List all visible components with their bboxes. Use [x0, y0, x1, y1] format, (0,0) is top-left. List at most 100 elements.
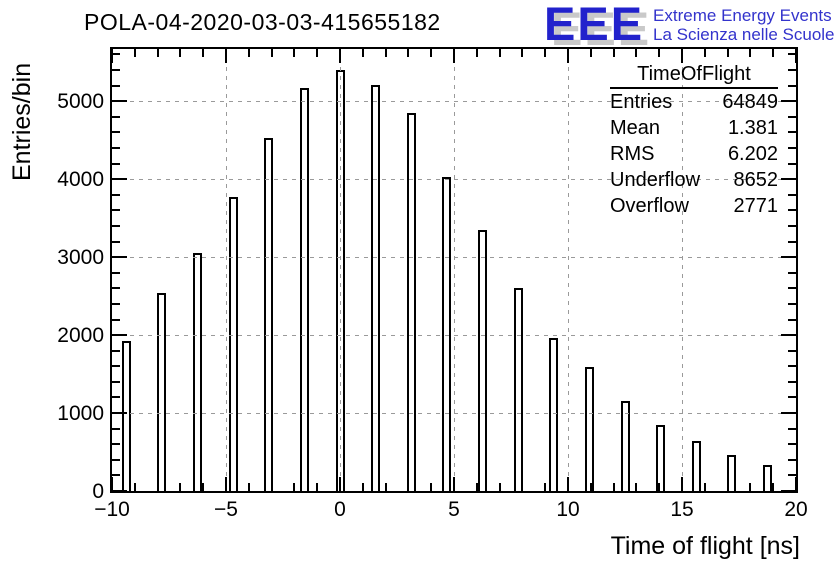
y-tick-minor — [112, 224, 120, 227]
x-tick-minor — [384, 49, 387, 57]
y-tick-minor — [112, 53, 120, 56]
x-tick-minor — [703, 483, 706, 491]
gridline-vertical — [340, 49, 341, 491]
page-title: POLA-04-2020-03-03-415655182 — [84, 9, 441, 35]
y-tick-minor — [788, 162, 796, 165]
stats-row: RMS 6.202 — [610, 141, 778, 167]
x-tick-label: 10 — [556, 498, 580, 521]
x-tick-minor — [202, 49, 205, 57]
y-tick-label: 2000 — [57, 324, 104, 348]
stats-box-rows: Entries 64849 Mean 1.381 RMS 6.202 Underflow 86… — [610, 89, 778, 219]
stats-row-label: Entries — [610, 90, 673, 113]
stats-box-divider — [610, 87, 778, 89]
x-tick-major — [339, 49, 341, 63]
x-tick-minor — [156, 483, 159, 491]
histogram-bar — [228, 197, 238, 491]
histogram-bar — [763, 465, 772, 491]
y-tick-label: 0 — [92, 480, 104, 503]
y-tick-minor — [788, 84, 796, 87]
plot-frame — [110, 47, 798, 493]
histogram-bar — [727, 455, 737, 491]
y-tick-label: 4000 — [57, 168, 104, 192]
y-tick-minor — [112, 349, 120, 352]
stats-row-label: RMS — [610, 142, 655, 165]
y-tick-major — [781, 256, 796, 259]
histogram-bar — [691, 441, 701, 491]
x-tick-minor — [635, 483, 638, 491]
x-tick-minor — [612, 49, 615, 57]
x-tick-minor — [247, 49, 250, 57]
x-tick-label: 20 — [784, 498, 808, 521]
x-tick-minor — [316, 483, 319, 491]
x-tick-major — [681, 477, 683, 491]
x-tick-label: 5 — [448, 498, 460, 521]
eee-logo-acronym: EEE — [544, 0, 645, 50]
y-tick-minor — [788, 115, 796, 118]
gridline-vertical — [682, 49, 683, 491]
x-tick-minor — [726, 483, 729, 491]
x-tick-minor — [179, 483, 182, 491]
x-tick-major — [111, 477, 113, 491]
x-tick-minor — [202, 483, 205, 491]
x-tick-minor — [430, 49, 433, 57]
x-tick-minor — [156, 49, 159, 57]
x-tick-minor — [179, 49, 182, 57]
stats-row-label: Mean — [610, 116, 661, 139]
stats-row-label: Underflow — [610, 168, 701, 191]
x-tick-minor — [703, 49, 706, 57]
x-tick-label: 15 — [670, 498, 694, 521]
x-tick-minor — [521, 49, 524, 57]
x-tick-major — [339, 477, 341, 491]
x-tick-minor — [612, 483, 615, 491]
eee-logo: EEE Extreme Energy Events La Scienza nel… — [544, 0, 835, 50]
x-tick-minor — [635, 49, 638, 57]
x-tick-major — [453, 49, 455, 63]
x-tick-major — [225, 49, 227, 63]
y-tick-major — [112, 490, 127, 492]
x-tick-major — [567, 49, 569, 63]
x-tick-minor — [361, 49, 364, 57]
y-tick-major — [781, 100, 796, 103]
x-tick-minor — [589, 49, 592, 57]
y-tick-major — [112, 412, 127, 415]
stats-row-value: 1.381 — [727, 116, 778, 139]
x-tick-minor — [658, 49, 661, 57]
x-tick-major — [795, 477, 797, 491]
y-tick-major — [112, 178, 127, 181]
x-tick-minor — [749, 49, 752, 57]
x-tick-minor — [772, 483, 775, 491]
y-tick-label: 3000 — [57, 246, 104, 270]
y-tick-minor — [112, 271, 120, 274]
y-tick-minor — [788, 396, 796, 399]
eee-logo-text: Extreme Energy Events La Scienza nelle S… — [653, 6, 834, 44]
y-tick-minor — [112, 84, 120, 87]
y-tick-minor — [112, 474, 120, 477]
histogram-bar — [584, 367, 594, 491]
y-tick-minor — [112, 318, 120, 321]
y-tick-minor — [788, 458, 796, 461]
y-tick-minor — [788, 209, 796, 212]
y-tick-minor — [788, 287, 796, 290]
x-tick-label: 0 — [334, 498, 346, 521]
x-tick-major — [225, 477, 227, 491]
y-tick-minor — [788, 318, 796, 321]
x-tick-minor — [316, 49, 319, 57]
histogram-bar — [549, 338, 559, 491]
y-tick-minor — [112, 193, 120, 196]
x-tick-minor — [293, 483, 296, 491]
histogram-bar — [620, 401, 630, 491]
histogram-bar — [121, 341, 131, 491]
x-tick-minor — [361, 483, 364, 491]
y-tick-minor — [788, 302, 796, 305]
x-tick-minor — [521, 483, 524, 491]
x-tick-minor — [270, 49, 273, 57]
y-tick-major — [112, 256, 127, 259]
x-tick-minor — [293, 49, 296, 57]
gridline-vertical — [454, 49, 455, 491]
stats-row: Mean 1.381 — [610, 115, 778, 141]
x-tick-minor — [772, 49, 775, 57]
x-tick-minor — [749, 483, 752, 491]
x-tick-minor — [247, 483, 250, 491]
y-tick-minor — [112, 427, 120, 430]
